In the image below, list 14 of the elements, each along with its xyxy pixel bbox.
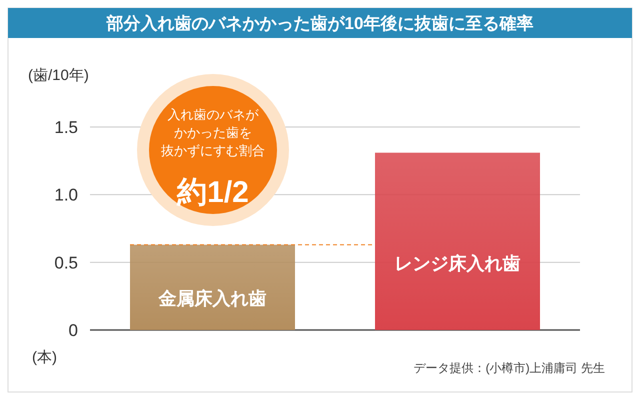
- x-tick-label: 金属床入れ歯: [158, 288, 266, 309]
- text: 入れ歯のバネが: [168, 107, 260, 122]
- chart-title: 部分入れ歯のバネかかった歯が10年後に抜歯に至る確率: [106, 14, 534, 33]
- annotation: かかった歯を: [174, 125, 252, 140]
- annotation: 約1/2: [176, 176, 249, 209]
- annotation: 抜かずにすむ割合: [161, 143, 265, 158]
- y-tick-label: 0: [68, 321, 78, 340]
- y-axis-title: (歯/10年): [28, 67, 89, 84]
- y-tick-label: 0.5: [54, 253, 78, 272]
- text: (本): [32, 349, 57, 366]
- y-tick-label: 1.5: [54, 118, 78, 137]
- text: データ提供：(小樽市)上浦庸司 先生: [414, 361, 605, 375]
- x-tick-label: レンジ床入れ歯: [394, 254, 520, 274]
- y-tick-label: 1.0: [54, 186, 78, 205]
